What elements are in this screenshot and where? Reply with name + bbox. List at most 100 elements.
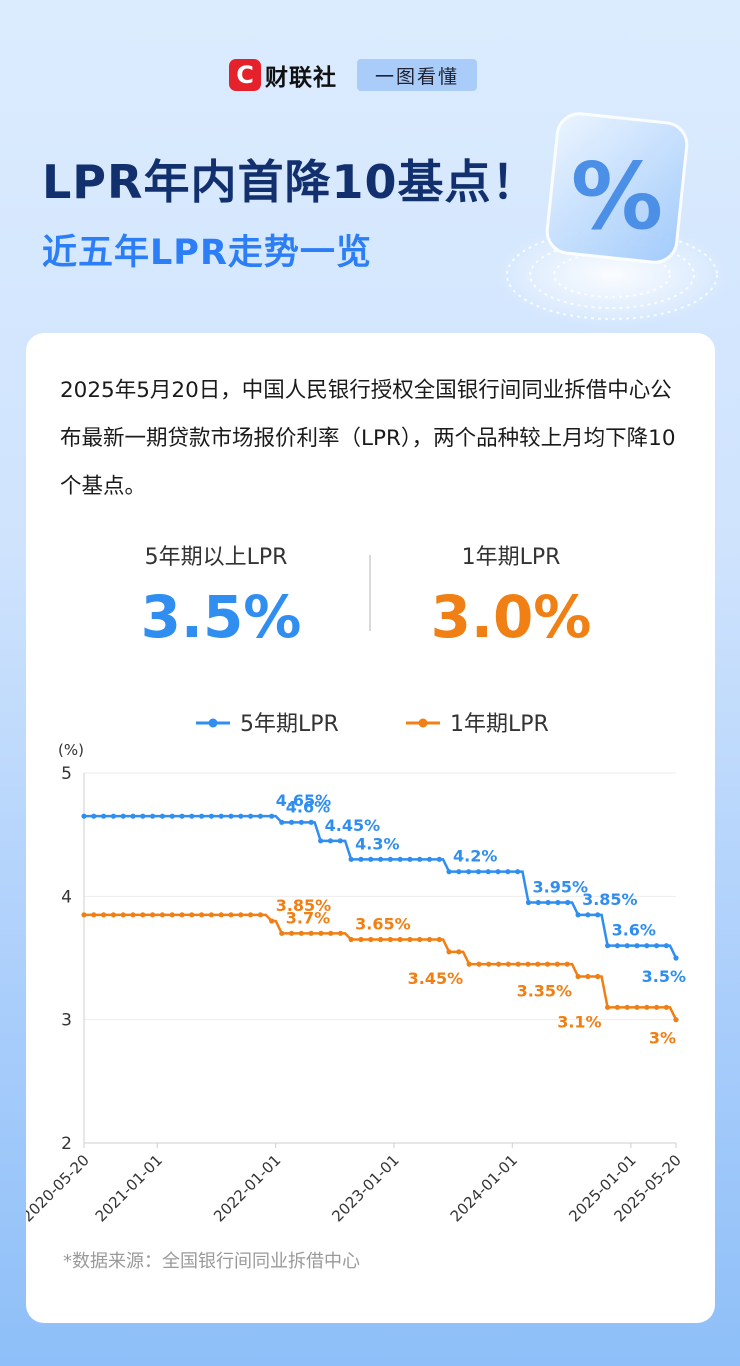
- series-point: [328, 930, 334, 936]
- series-point: [555, 899, 561, 906]
- series-point: [208, 912, 214, 918]
- series-point: [130, 813, 136, 819]
- series-point: [446, 869, 452, 875]
- series-point: [238, 813, 244, 819]
- series-point: [348, 856, 354, 862]
- series-point: [565, 899, 571, 906]
- series-point: [397, 936, 403, 943]
- series-point: [150, 813, 156, 819]
- series-point: [238, 912, 244, 918]
- series-point: [585, 912, 591, 918]
- series-point: [308, 819, 314, 825]
- series-point: [318, 838, 324, 844]
- series-point: [535, 899, 541, 906]
- series-point: [485, 869, 491, 875]
- series-point: [535, 961, 541, 967]
- series-point: [585, 973, 591, 980]
- y-tick-label: 3: [61, 1011, 72, 1031]
- series-point: [377, 936, 384, 943]
- series-point: [208, 813, 214, 819]
- data-label: 3.35%: [517, 982, 573, 1001]
- brand-name: 财联社: [265, 65, 337, 91]
- data-label: 3.1%: [557, 1012, 601, 1031]
- data-label: 3.7%: [286, 908, 330, 927]
- series-point: [486, 961, 492, 967]
- series-point: [218, 813, 224, 819]
- series-point: [358, 856, 364, 862]
- series-point: [387, 936, 393, 943]
- series-point: [140, 912, 146, 918]
- page-title: LPR年内首降10基点！: [42, 155, 539, 209]
- kpi-1y-label: 1年期LPR: [461, 545, 561, 570]
- kpi-5y-label: 5年期以上LPR: [144, 545, 288, 570]
- series-point: [377, 856, 384, 862]
- x-tick-label: 2022-01-01: [210, 1151, 284, 1225]
- series-point: [288, 930, 295, 936]
- series-point: [407, 936, 413, 943]
- data-label: 4.2%: [453, 847, 497, 866]
- legend-label: 5年期LPR: [240, 712, 339, 737]
- series-point: [269, 813, 275, 819]
- series-point: [110, 813, 116, 819]
- series-point: [368, 936, 374, 943]
- series-point: [218, 912, 224, 918]
- series-point: [663, 943, 669, 949]
- svg-text:%: %: [571, 143, 663, 250]
- series-point: [673, 955, 679, 961]
- y-tick-label: 5: [61, 764, 72, 784]
- series-point: [91, 912, 97, 918]
- series-point: [614, 1004, 620, 1010]
- series-point: [248, 813, 254, 819]
- x-tick-label: 2024-01-01: [447, 1151, 521, 1225]
- series-line-5y: [84, 814, 678, 959]
- series-point: [179, 813, 185, 819]
- series-point: [169, 813, 175, 819]
- series-point: [575, 912, 581, 918]
- page-subtitle: 近五年LPR走势一览: [42, 233, 372, 273]
- series-point: [595, 973, 601, 980]
- series-point: [663, 1004, 669, 1010]
- kpi-divider: [369, 555, 371, 631]
- series-point: [545, 899, 551, 906]
- series-point: [505, 961, 511, 967]
- series-point: [564, 961, 570, 967]
- series-point: [495, 961, 502, 967]
- series-point: [327, 838, 334, 844]
- series-point: [101, 912, 107, 918]
- series-point: [91, 813, 97, 819]
- series-point: [525, 961, 531, 967]
- data-label: 3.45%: [408, 969, 464, 988]
- series-point: [624, 1004, 630, 1010]
- series-point: [140, 813, 146, 819]
- legend-label: 1年期LPR: [450, 712, 549, 737]
- series-point: [475, 869, 482, 875]
- series-point: [199, 912, 205, 918]
- series-point: [426, 856, 433, 862]
- series-point: [318, 930, 324, 936]
- brand-bar: C 财联社 一图看懂: [229, 58, 478, 92]
- series-point: [673, 1017, 679, 1023]
- y-axis-unit: (%): [58, 741, 84, 759]
- series-point: [436, 936, 442, 943]
- series-point: [426, 936, 433, 943]
- data-source-note: *数据来源：全国银行间同业拆借中心: [63, 1251, 360, 1272]
- series-point: [228, 813, 234, 819]
- series-point: [189, 813, 195, 819]
- series-point: [604, 943, 611, 949]
- series-point: [456, 949, 462, 955]
- series-point: [604, 1004, 611, 1010]
- data-label: 3.85%: [276, 896, 332, 915]
- series-point: [130, 912, 136, 918]
- data-label: 3.6%: [612, 921, 656, 940]
- series-point: [653, 1004, 660, 1010]
- data-label: 4.45%: [325, 816, 381, 835]
- series-point: [337, 930, 344, 936]
- series-point: [348, 936, 354, 943]
- data-label: 4.6%: [286, 797, 330, 816]
- kpi-5y-label-wrap: 5年期以上LPR: [132, 539, 300, 573]
- series-point: [308, 930, 314, 936]
- x-tick-label: 2023-01-01: [328, 1151, 402, 1225]
- series-point: [446, 949, 452, 955]
- series-point: [298, 930, 304, 936]
- brand-logo-icon: C: [229, 59, 261, 91]
